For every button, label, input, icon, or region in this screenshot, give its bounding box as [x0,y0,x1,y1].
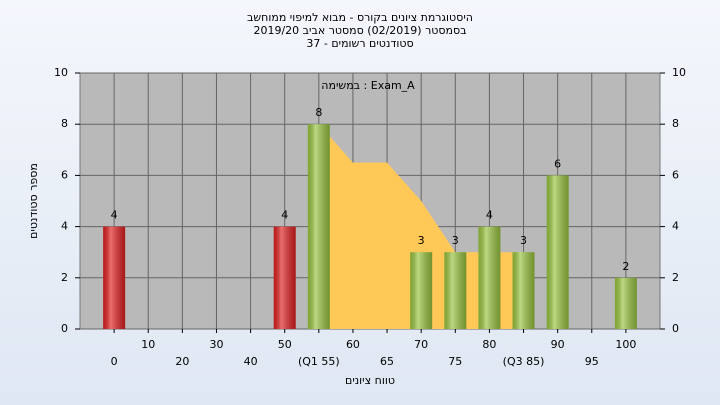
x-tick-label: 95 [585,355,599,368]
y-tick-label: 10 [54,66,68,79]
y-tick-label: 2 [61,271,68,284]
x-tick-label: 0 [111,355,118,368]
data-label: 3 [520,234,527,247]
bar-shine [614,277,637,329]
x-tick-label: 30 [209,338,223,351]
x-tick-label: (Q1 55) [298,355,340,368]
data-label: 3 [452,234,459,247]
y2-tick-label: 10 [672,66,686,79]
x-tick-label: (Q3 85) [503,355,545,368]
bar-shine [546,175,569,329]
bar-shine [444,252,467,329]
x-tick-label: 70 [414,338,428,351]
x-tick-label: 75 [448,355,462,368]
bar-shine [478,226,501,329]
data-label: 6 [554,157,561,170]
subtitle: במשימה : Exam_A [321,79,415,92]
title-line: סטודנטים רשומים - 37 [306,37,413,50]
x-tick-label: 20 [175,355,189,368]
y-tick-label: 8 [61,117,68,130]
title-line: היסטוגרמת ציונים בקורס - מבוא למיפוי ממו… [247,11,473,24]
plot-layer [80,72,660,330]
x-tick-label: 65 [380,355,394,368]
x-tick-label: 60 [346,338,360,351]
data-label: 2 [622,260,629,273]
x-tick-label: 50 [278,338,292,351]
x-tick-label: 90 [551,338,565,351]
title-line: בסמסטר (02/2019) סמסטר אביב 2019/20 [253,24,466,37]
data-label: 3 [418,234,425,247]
x-tick-label: 40 [244,355,258,368]
x-tick-label: 10 [141,338,155,351]
x-tick-label: 100 [615,338,636,351]
y2-tick-label: 6 [672,168,679,181]
y2-tick-label: 0 [672,322,679,335]
bar-shine [512,252,535,329]
data-label: 4 [281,209,288,222]
y2-tick-label: 2 [672,271,679,284]
y-tick-label: 0 [61,322,68,335]
y2-tick-label: 4 [672,220,679,233]
distribution-area [318,124,524,329]
bar-shine [307,124,330,329]
bar-shine [273,226,296,329]
y-tick-label: 6 [61,168,68,181]
bar-shine [410,252,433,329]
y-axis-label: מספר סטודנטים [27,163,40,239]
y-tick-label: 4 [61,220,68,233]
data-label: 4 [111,209,118,222]
x-tick-label: 80 [482,338,496,351]
x-axis-label: טווח ציונים [345,374,395,387]
y2-tick-label: 8 [672,117,679,130]
bar-shine [103,226,126,329]
data-label: 4 [486,209,493,222]
data-label: 8 [315,106,322,119]
